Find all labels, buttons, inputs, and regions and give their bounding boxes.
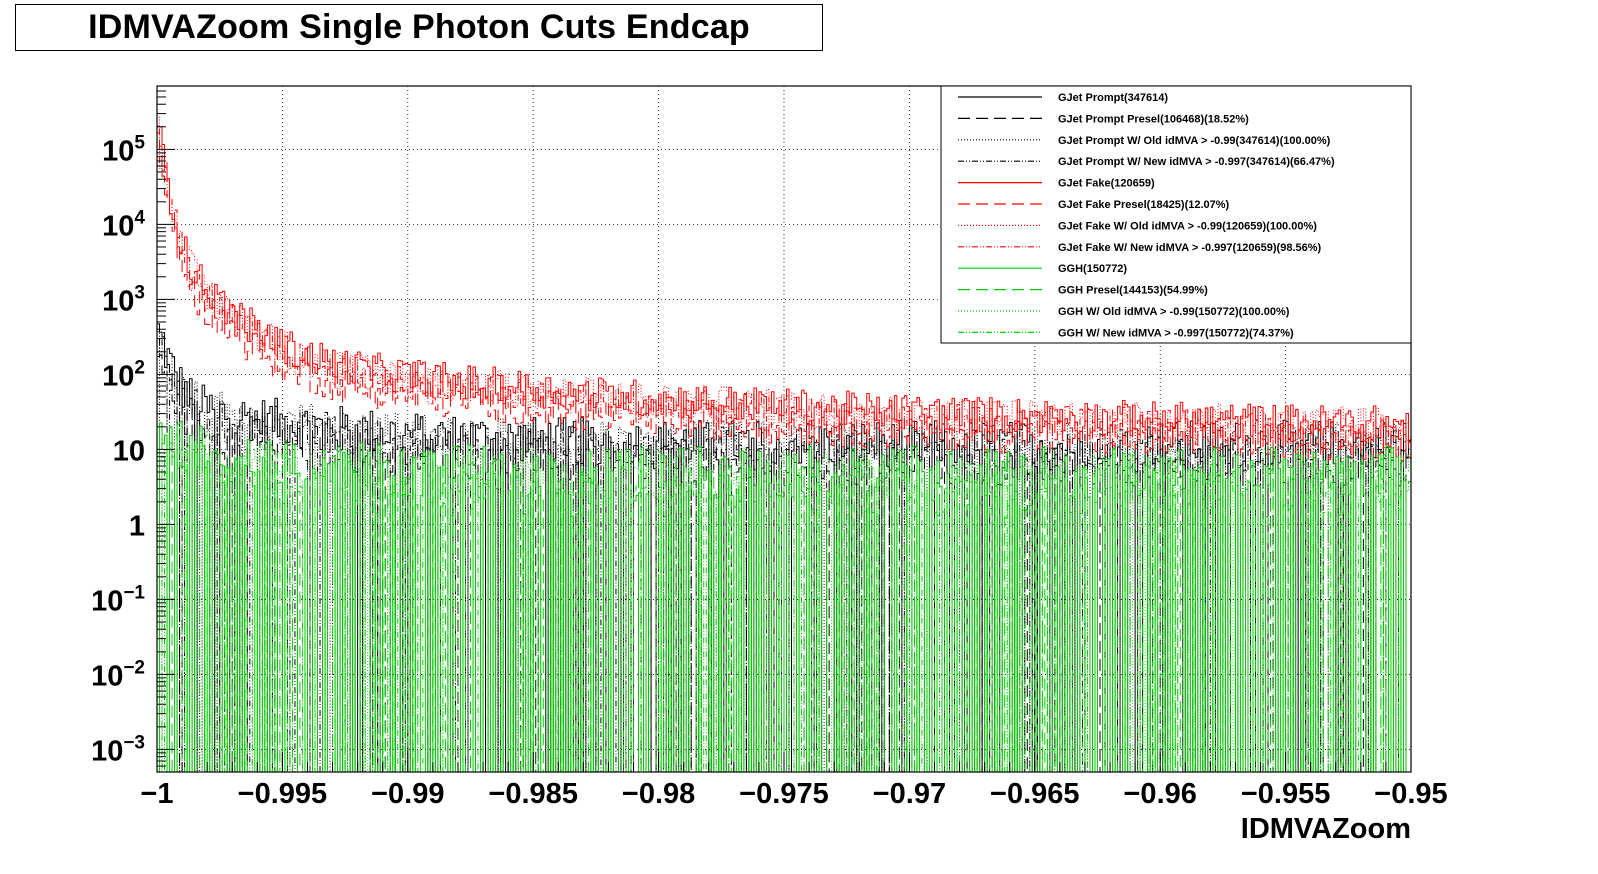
y-tick-label: 103 — [102, 282, 145, 317]
chart-title: IDMVAZoom Single Photon Cuts Endcap — [88, 8, 750, 46]
legend-entry-label: GGH W/ Old idMVA > -0.99(150772)(100.00%… — [1058, 306, 1290, 318]
legend-entry-label: GGH Presel(144153)(54.99%) — [1058, 285, 1208, 297]
y-tick-label: 10 — [113, 435, 145, 467]
chart-title-box: IDMVAZoom Single Photon Cuts Endcap — [15, 4, 823, 51]
y-tick-label: 10−2 — [91, 657, 145, 692]
x-tick-label: −0.955 — [1241, 778, 1331, 810]
legend-entry-label: GGH(150772) — [1058, 263, 1127, 275]
x-tick-label: −0.98 — [622, 778, 695, 810]
legend-entry-label: GJet Prompt Presel(106468)(18.52%) — [1058, 113, 1249, 125]
legend-entry-label: GJet Prompt(347614) — [1058, 92, 1168, 104]
x-tick-label: −0.96 — [1124, 778, 1197, 810]
x-tick-label: −0.975 — [739, 778, 829, 810]
histogram-fake-3 — [156, 129, 1412, 772]
histogram-fake-2 — [156, 116, 1412, 772]
y-tick-label: 105 — [102, 132, 145, 167]
legend: GJet Prompt(347614) GJet Prompt Presel(10… — [940, 85, 1412, 344]
y-tick-label: 10−1 — [91, 582, 145, 617]
legend-entry-label: GJet Fake W/ Old idMVA > -0.99(120659)(1… — [1058, 220, 1317, 232]
legend-entry-label: GJet Prompt W/ Old idMVA > -0.99(347614)… — [1058, 135, 1331, 147]
legend-box — [940, 85, 1412, 344]
legend-entry-label: GGH W/ New idMVA > -0.997(150772)(74.37%… — [1058, 327, 1294, 339]
legend-entry-label: GJet Fake(120659) — [1058, 178, 1155, 190]
histogram-prompt-2 — [156, 331, 1412, 773]
y-tick-label: 10−3 — [91, 732, 145, 767]
histogram-prompt-3 — [156, 332, 1412, 773]
legend-entry-label: GJet Fake W/ New idMVA > -0.997(120659)(… — [1058, 242, 1322, 254]
x-tick-label: −0.965 — [990, 778, 1080, 810]
x-tick-label: −0.995 — [238, 778, 328, 810]
x-tick-label: −1 — [140, 778, 173, 810]
legend-entry-label: GJet Fake Presel(18425)(12.07%) — [1058, 199, 1230, 211]
y-tick-label: 104 — [102, 207, 145, 242]
y-tick-label: 102 — [102, 357, 145, 392]
x-tick-label: −0.985 — [488, 778, 578, 810]
x-tick-label: −0.97 — [873, 778, 946, 810]
y-tick-label: 1 — [129, 510, 145, 542]
legend-entry-label: GJet Prompt W/ New idMVA > -0.997(347614… — [1058, 156, 1335, 168]
x-axis-title: IDMVAZoom — [1241, 813, 1411, 845]
x-tick-label: −0.95 — [1374, 778, 1447, 810]
x-tick-label: −0.99 — [371, 778, 444, 810]
axes: −1 −0.995 −0.99 −0.985 −0.98 −0.975 −0.97 −0.96… — [91, 85, 1448, 845]
